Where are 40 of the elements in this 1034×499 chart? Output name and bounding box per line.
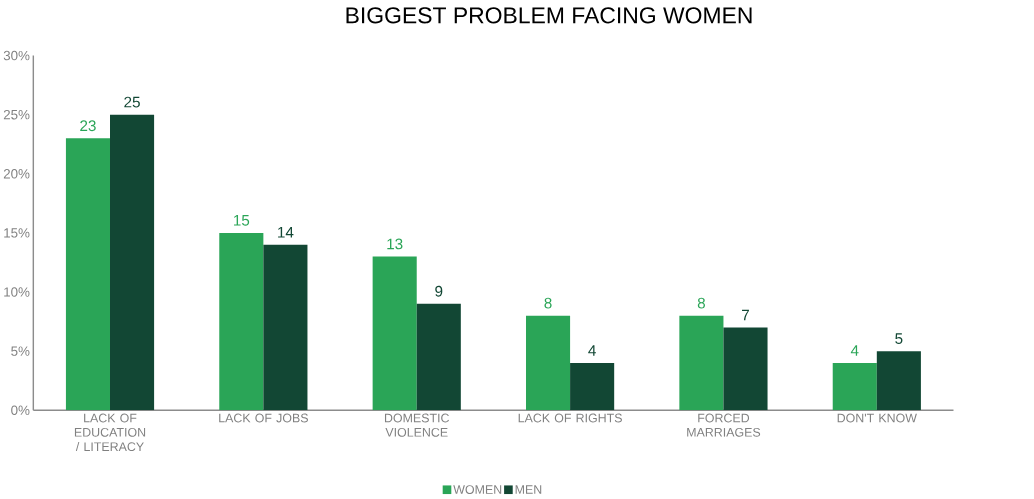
data-label: 8 xyxy=(544,297,552,309)
bar xyxy=(723,327,768,411)
bar xyxy=(876,351,921,411)
y-tick-label: 15% xyxy=(4,228,30,238)
y-tick-label: 10% xyxy=(4,287,30,297)
data-label: 7 xyxy=(742,309,749,321)
data-label: 4 xyxy=(850,345,859,356)
bar xyxy=(570,362,615,411)
data-label: 14 xyxy=(278,226,294,238)
data-label: 5 xyxy=(895,333,903,344)
bar xyxy=(65,138,111,411)
bar xyxy=(219,232,264,411)
x-tick-label: DON'T KNOW xyxy=(837,413,917,423)
x-tick-label: LACK OF EDUCATION / LITERACY xyxy=(74,413,146,451)
bar xyxy=(832,362,877,411)
x-tick-label: FORCED MARRIAGES xyxy=(687,413,761,437)
y-tick-label: 25% xyxy=(3,109,30,120)
y-tick-label: 30% xyxy=(3,50,30,61)
x-tick-label: LACK OF JOBS xyxy=(219,413,308,423)
data-label: 23 xyxy=(80,120,96,132)
y-tick-label: 5% xyxy=(11,346,30,356)
bar xyxy=(110,114,155,411)
data-label: 8 xyxy=(697,297,705,309)
bar xyxy=(679,315,724,411)
data-label: 4 xyxy=(588,345,596,356)
legend-label: MEN xyxy=(515,485,542,494)
bar xyxy=(416,303,461,411)
legend-label: WOMEN xyxy=(453,485,502,494)
x-tick-label: LACK OF RIGHTS xyxy=(518,413,622,423)
data-label: 15 xyxy=(233,214,250,226)
bar xyxy=(263,244,308,411)
bar xyxy=(526,315,571,411)
chart-title: BIGGEST PROBLEM FACING WOMEN xyxy=(346,7,752,24)
data-label: 25 xyxy=(124,96,140,108)
y-tick-label: 0% xyxy=(11,405,30,415)
data-label: 13 xyxy=(387,238,403,250)
bar xyxy=(372,256,417,411)
x-tick-label: DOMESTIC VIOLENCE xyxy=(384,413,450,437)
y-tick-label: 20% xyxy=(3,169,30,179)
data-label: 9 xyxy=(435,285,443,297)
